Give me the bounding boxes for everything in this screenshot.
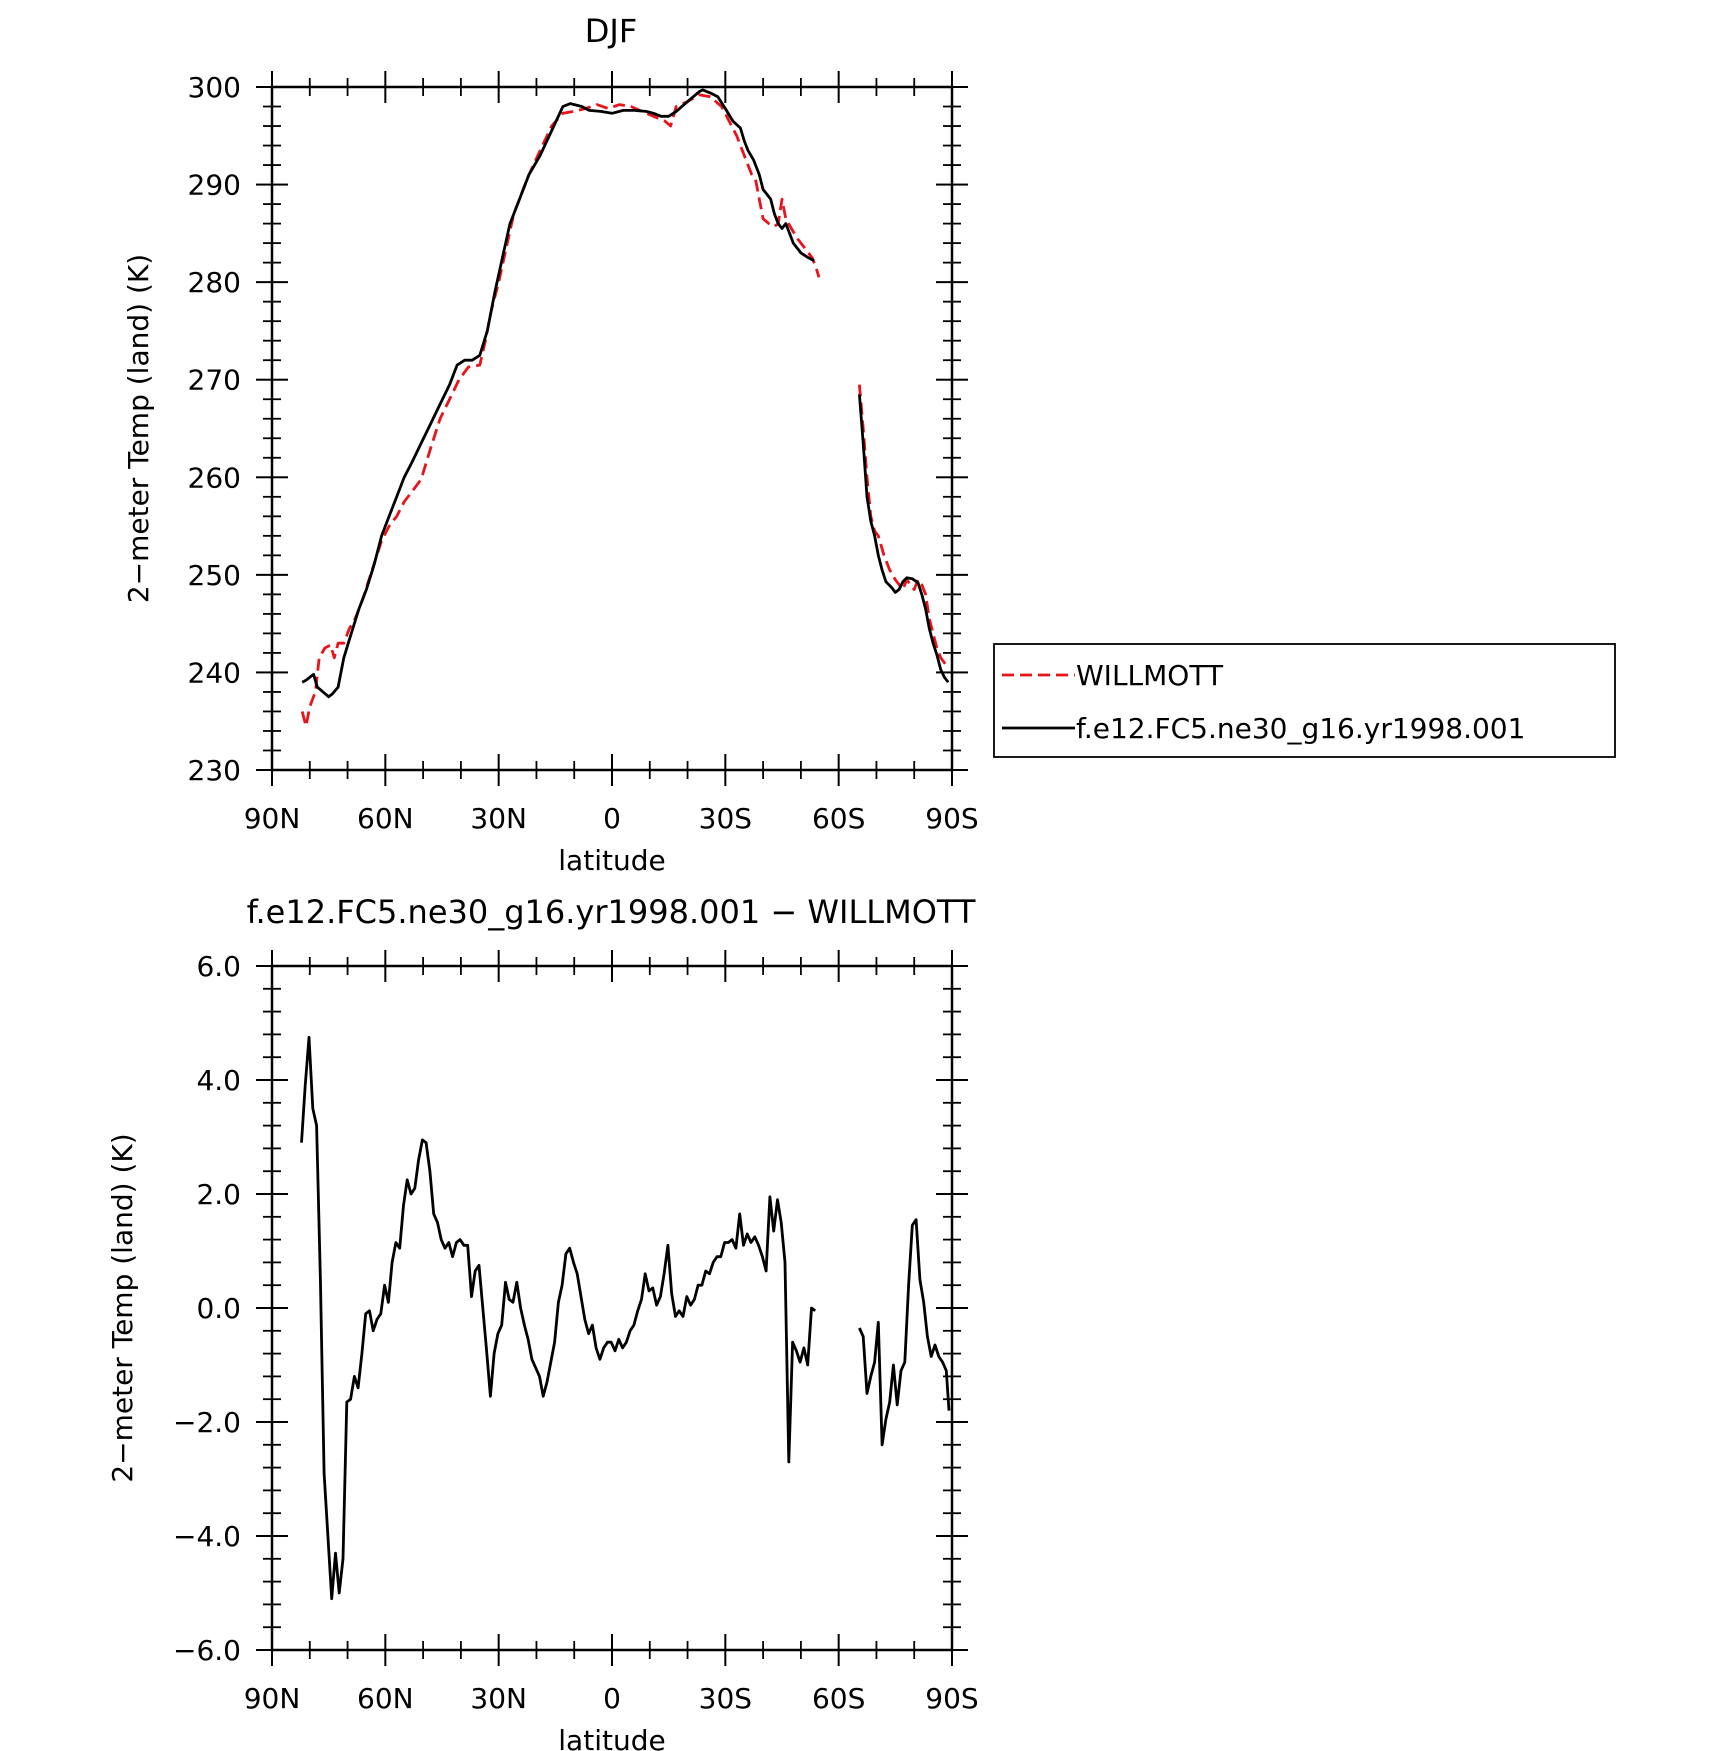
y-tick-label: 290 <box>188 169 241 202</box>
top-panel: 90N 60N 30N 0 30S 60S 90S 230 240 250 260 270 280 290… <box>122 12 979 877</box>
bottom-panel: 90N 60N 30N 0 30S 60S 90S −6.0 −4.0 −2.0 0.0 2.0 4.0… <box>106 893 979 1751</box>
y-tick-label: 6.0 <box>196 950 241 983</box>
y-tick-label: 2.0 <box>196 1178 241 1211</box>
y-tick-label: 280 <box>188 266 241 299</box>
x-axis-label: latitude <box>558 1724 665 1751</box>
chart-title: DJF <box>585 12 637 50</box>
series-line-1-segment-1 <box>858 394 950 684</box>
y-tick-label: 260 <box>188 461 241 494</box>
x-tick-label: 60N <box>357 1682 414 1715</box>
x-tick-label: 60N <box>357 802 414 835</box>
x-tick-label: 60S <box>812 1682 865 1715</box>
y-tick-label: 4.0 <box>196 1064 241 1097</box>
y-tick-label: 240 <box>188 656 241 689</box>
x-tick-label: 90N <box>244 1682 301 1715</box>
x-tick-label: 0 <box>603 802 621 835</box>
legend-box <box>993 643 1616 758</box>
x-tick-label: 30N <box>470 1682 527 1715</box>
legend-entry-0: WILLMOTT <box>1076 659 1224 692</box>
x-tick-label: 30N <box>470 802 527 835</box>
x-tick-label: 90S <box>925 1682 978 1715</box>
x-tick-label: 60S <box>812 802 865 835</box>
difference-line-0-segment-0 <box>300 1035 817 1601</box>
y-axis-label: 2−meter Temp (land) (K) <box>122 254 155 603</box>
x-tick-label: 30S <box>699 1682 752 1715</box>
x-tick-label: 0 <box>603 1682 621 1715</box>
chart-title: f.e12.FC5.ne30_g16.yr1998.001 − WILLMOTT <box>247 893 976 931</box>
y-tick-label: −2.0 <box>173 1406 241 1439</box>
series-line-0-segment-0 <box>300 93 821 728</box>
legend-entry-1: f.e12.FC5.ne30_g16.yr1998.001 <box>1076 712 1525 745</box>
plot-frame <box>270 964 954 1652</box>
y-axis-label: 2−meter Temp (land) (K) <box>106 1133 139 1482</box>
y-tick-label: 270 <box>188 364 241 397</box>
y-tick-label: 0.0 <box>196 1292 241 1325</box>
series-line-1-segment-0 <box>301 88 815 699</box>
x-axis-label: latitude <box>558 844 665 877</box>
y-tick-label: 250 <box>188 559 241 592</box>
y-tick-label: −4.0 <box>173 1520 241 1553</box>
x-tick-label: 30S <box>699 802 752 835</box>
x-tick-label: 90N <box>244 802 301 835</box>
plot-frame <box>270 85 954 772</box>
y-tick-label: −6.0 <box>173 1634 241 1667</box>
y-tick-label: 230 <box>188 754 241 787</box>
x-tick-label: 90S <box>925 802 978 835</box>
difference-line-0-segment-1 <box>858 1218 951 1447</box>
legend: WILLMOTT f.e12.FC5.ne30_g16.yr1998.001 <box>993 643 1616 758</box>
y-tick-label: 300 <box>188 71 241 104</box>
